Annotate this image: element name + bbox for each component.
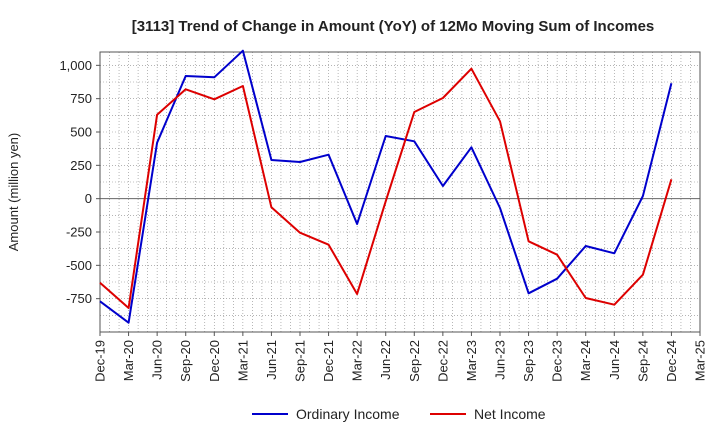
y-tick-label: -250 [66,225,92,240]
x-tick-label: Jun-20 [150,340,165,380]
y-tick-label: 0 [85,191,92,206]
x-tick-label: Sep-24 [635,340,650,382]
x-tick-label: Dec-23 [550,340,565,382]
x-tick-label: Mar-20 [121,340,136,381]
x-tick-label: Dec-22 [435,340,450,382]
x-tick-label: Jun-21 [264,340,279,380]
x-tick-label: Mar-24 [578,340,593,381]
plot-frame [99,51,701,333]
y-tick-label: -750 [66,291,92,306]
x-tick-label: Jun-23 [493,340,508,380]
series-line-ordinary-income [99,49,673,324]
y-tick-label: 1,000 [59,58,92,73]
x-tick-label: Sep-20 [178,340,193,382]
y-tick-label: 250 [70,158,92,173]
legend-label-ordinary-income: Ordinary Income [296,406,400,422]
series-line-net-income [99,67,673,309]
legend: Ordinary Income Net Income [252,406,546,422]
x-tick-label: Sep-23 [521,340,536,382]
series-layer [99,49,673,324]
x-tick-label: Mar-23 [464,340,479,381]
x-tick-label: Dec-20 [207,340,222,382]
y-axis-label: Amount (million yen) [6,133,21,252]
y-tick-label: 750 [70,91,92,106]
x-tick-label: Dec-21 [321,340,336,382]
x-tick-label: Jun-24 [607,340,622,380]
x-tick-label: Sep-22 [407,340,422,382]
x-axis-ticks: Dec-19 Mar-20 Jun-20 Sep-20 Dec-20 Mar-21 Jun-… [93,332,708,382]
x-tick-label: Mar-25 [693,340,708,381]
x-tick-label: Jun-22 [378,340,393,380]
x-tick-label: Sep-21 [293,340,308,382]
x-tick-label: Mar-21 [235,340,250,381]
grid [99,52,701,333]
chart-title: [3113] Trend of Change in Amount (YoY) o… [132,18,655,35]
x-tick-label: Mar-22 [350,340,365,381]
legend-label-net-income: Net Income [474,406,546,422]
x-tick-label: Dec-19 [93,340,108,382]
y-axis-ticks: 1,000 750 500 250 0 -250 -500 -750 [59,58,100,306]
y-tick-label: 500 [70,125,92,140]
x-tick-label: Dec-24 [664,340,679,382]
y-tick-label: -500 [66,258,92,273]
